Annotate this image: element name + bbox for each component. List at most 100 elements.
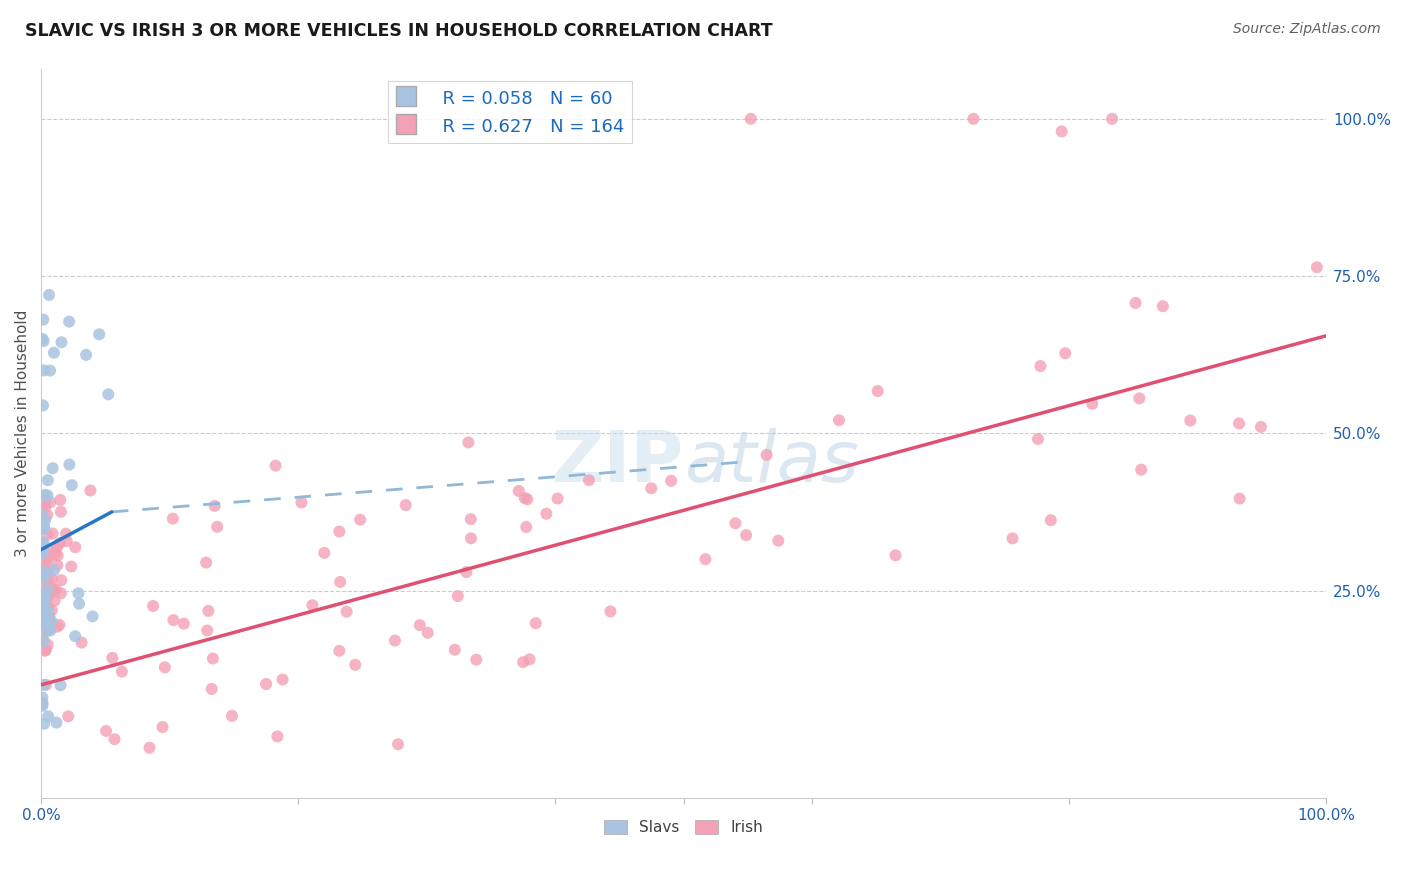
Point [1180,414,1202,428]
Point [344,657,367,672]
Point [32,334,55,348]
Point [39,495,62,509]
Point [32,606,55,620]
Point [1081,397,1104,411]
Point [205,520,228,534]
Point [142,599,165,613]
Point [640,481,662,495]
Point [515,520,537,534]
Point [35,493,58,508]
Point [516,492,538,507]
Point [82,609,104,624]
Point [45,715,67,730]
Point [755,448,778,462]
Point [1306,260,1329,275]
Y-axis label: 3 or more Vehicles in Household: 3 or more Vehicles in Household [15,310,30,557]
Point [31,613,53,627]
Point [34,644,56,658]
Point [31,587,53,601]
Point [32,363,55,377]
Point [387,737,409,751]
Point [32,583,55,598]
Point [75,348,97,362]
Point [31,698,53,713]
Point [197,604,219,618]
Point [221,708,243,723]
Point [37,582,59,597]
Point [31,690,53,705]
Point [39,615,62,630]
Point [32,621,55,635]
Point [32,399,55,413]
Point [32,590,55,604]
Point [58,315,80,329]
Point [31,621,53,635]
Point [162,613,184,627]
Point [204,499,226,513]
Point [35,555,58,569]
Point [266,730,288,744]
Point [201,681,224,696]
Point [31,564,53,578]
Point [416,625,439,640]
Point [524,616,547,631]
Point [38,288,60,302]
Point [1229,491,1251,506]
Point [32,614,55,628]
Point [173,616,195,631]
Point [39,363,62,377]
Point [38,609,60,624]
Point [38,587,60,601]
Point [153,660,176,674]
Point [264,458,287,473]
Point [103,732,125,747]
Point [39,571,62,585]
Point [31,617,53,632]
Point [44,546,66,560]
Point [37,624,59,638]
Point [42,345,65,359]
Point [962,112,984,126]
Point [51,335,73,350]
Point [46,549,69,563]
Point [1130,463,1153,477]
Point [884,549,907,563]
Point [34,615,56,630]
Point [65,541,87,555]
Point [1029,359,1052,373]
Point [32,522,55,536]
Point [513,491,536,505]
Point [443,642,465,657]
Point [536,507,558,521]
Point [328,524,350,539]
Point [1001,532,1024,546]
Point [31,500,53,514]
Point [329,574,352,589]
Point [37,489,59,503]
Point [34,564,56,578]
Point [41,526,63,541]
Point [32,553,55,567]
Point [1101,112,1123,126]
Point [70,635,93,649]
Point [460,512,482,526]
Point [41,545,63,559]
Point [34,568,56,582]
Point [465,653,488,667]
Point [547,491,569,506]
Point [42,563,65,577]
Point [31,583,53,598]
Point [35,604,58,618]
Point [32,615,55,630]
Legend:   R = 0.058   N = 60,   R = 0.627   N = 164: R = 0.058 N = 60, R = 0.627 N = 164 [388,81,633,144]
Point [301,599,323,613]
Point [37,601,59,615]
Point [45,582,67,597]
Point [32,591,55,605]
Point [1039,513,1062,527]
Point [35,678,58,692]
Point [34,513,56,527]
Point [599,604,621,618]
Point [79,483,101,498]
Point [32,610,55,624]
